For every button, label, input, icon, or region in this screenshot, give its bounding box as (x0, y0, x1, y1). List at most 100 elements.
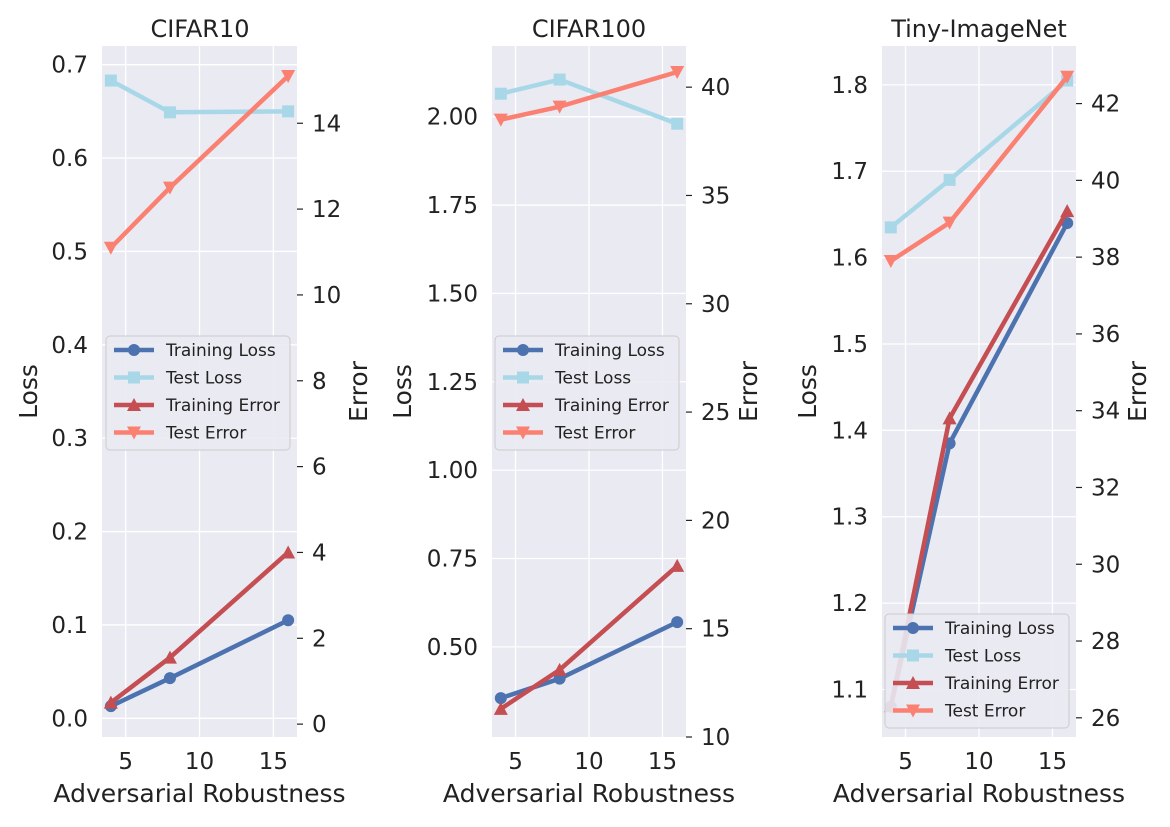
data-point-training-error (162, 650, 177, 664)
data-point-test-loss (104, 74, 117, 87)
y-right-tick-label: 40 (1091, 168, 1120, 194)
y-left-axis-label: Loss (793, 364, 822, 419)
subplot-cifar100: 5 10 15 0.50 0.75 1.00 1.25 1.50 1.75 2.00 10 15 20 2… (388, 15, 763, 808)
legend-label: Test Error (554, 424, 635, 444)
y-right-axis-label: Error (344, 360, 373, 422)
y-right-tick-label: 8 (312, 369, 327, 395)
legend-label: Training Error (165, 396, 280, 416)
y-left-tick-label: 1.8 (831, 73, 868, 99)
legend-box (884, 613, 1070, 729)
x-tick-label: 15 (1038, 749, 1067, 775)
y-right-tick-label: 12 (312, 197, 341, 223)
y-left-tick-label: 2.00 (427, 105, 478, 131)
legend-box (105, 335, 291, 451)
data-point-test-error (1060, 70, 1075, 84)
legend-marker (127, 398, 141, 411)
legend-marker (517, 371, 529, 384)
y-right-tick-label: 10 (312, 283, 341, 309)
data-point-training-error (281, 545, 296, 559)
y-right-tick-label: 4 (312, 540, 327, 566)
y-left-tick-label: 1.25 (427, 370, 478, 396)
y-left-tick-label: 1.2 (831, 591, 868, 617)
legend-label: Test Loss (165, 369, 242, 389)
data-point-test-loss (884, 221, 897, 234)
y-right-tick-label: 10 (701, 725, 730, 751)
legend-marker (907, 649, 919, 662)
chart-title: CIFAR10 (150, 15, 249, 43)
y-left-tick-label: 0.6 (51, 146, 88, 172)
y-right-axis-label: Error (1123, 360, 1152, 422)
y-right-tick-label: 38 (1091, 245, 1120, 271)
y-right-tick-label: 32 (1091, 475, 1120, 501)
data-point-test-error (552, 100, 567, 114)
data-point-training-error (493, 701, 508, 715)
data-point-test-loss (553, 73, 566, 86)
y-right-tick-label: 42 (1091, 92, 1120, 118)
y-left-tick-label: 1.5 (831, 332, 868, 358)
x-tick-label: 5 (118, 749, 133, 775)
data-point-training-loss (282, 614, 295, 627)
legend-marker (516, 398, 530, 411)
y-right-tick-label: 0 (312, 712, 327, 738)
x-tick-label: 10 (185, 749, 214, 775)
y-right-tick-label: 2 (312, 626, 327, 652)
legend-label: Training Loss (165, 341, 276, 361)
legend: Training Loss Test Loss Training Error Test… (884, 613, 1070, 729)
data-point-test-error (103, 241, 118, 255)
y-left-axis-label: Loss (14, 364, 43, 419)
legend-marker (907, 622, 919, 634)
data-point-test-error (942, 216, 957, 230)
chart-title: Tiny-ImageNet (890, 15, 1067, 43)
y-left-tick-label: 0.7 (51, 53, 88, 79)
y-left-tick-label: 1.00 (427, 458, 478, 484)
x-tick-label: 15 (648, 749, 677, 775)
y-left-tick-label: 0.75 (427, 547, 478, 573)
data-point-test-loss (163, 106, 176, 119)
y-right-tick-label: 35 (701, 183, 730, 209)
legend-label: Test Loss (554, 369, 631, 389)
y-left-tick-label: 0.2 (51, 520, 88, 546)
legend-marker (128, 344, 140, 356)
y-left-tick-label: 1.6 (831, 246, 868, 272)
data-point-test-loss (671, 117, 684, 130)
y-left-tick-label: 1.1 (831, 677, 868, 703)
legend-marker (906, 676, 920, 689)
x-tick-label: 5 (508, 749, 523, 775)
legend-box (494, 335, 680, 451)
x-tick-label: 5 (898, 749, 913, 775)
data-point-test-error (281, 70, 296, 84)
x-axis-label: Adversarial Robustness (443, 779, 735, 808)
data-point-training-error (670, 558, 685, 572)
legend: Training Loss Test Loss Training Error Test… (494, 335, 680, 451)
y-right-tick-label: 28 (1091, 629, 1120, 655)
legend-label: Test Error (165, 424, 246, 444)
legend-label: Training Loss (944, 619, 1055, 639)
legend-label: Test Error (944, 702, 1025, 722)
y-left-axis-label: Loss (388, 364, 417, 419)
x-axis-label: Adversarial Robustness (53, 779, 345, 808)
y-right-axis-label: Error (734, 360, 763, 422)
y-left-tick-label: 1.4 (831, 418, 868, 444)
y-right-tick-label: 25 (701, 400, 730, 426)
subplot-tiny-imagenet: 5 10 15 1.1 1.2 1.3 1.4 1.5 1.6 1.7 1.8 26 28 30 32 34 3… (793, 15, 1152, 808)
y-left-tick-label: 1.75 (427, 193, 478, 219)
y-right-tick-label: 15 (701, 617, 730, 643)
y-left-tick-label: 1.3 (831, 505, 868, 531)
data-point-training-error (942, 411, 957, 425)
y-right-tick-label: 14 (312, 111, 341, 137)
y-right-tick-label: 36 (1091, 322, 1120, 348)
y-right-tick-label: 26 (1091, 706, 1120, 732)
x-axis-label: Adversarial Robustness (833, 779, 1125, 808)
legend-marker (517, 344, 529, 356)
legend-label: Training Loss (554, 341, 665, 361)
y-left-tick-label: 1.50 (427, 281, 478, 307)
data-point-test-error (493, 113, 508, 127)
data-point-test-loss (494, 87, 507, 100)
y-right-tick-label: 20 (701, 508, 730, 534)
data-point-test-error (670, 65, 685, 79)
y-right-tick-label: 40 (701, 75, 730, 101)
subplot-cifar10: 5 10 15 0.0 0.1 0.2 0.3 0.4 0.5 0.6 0.7 0 2 4 6 8 10 12 14… (14, 15, 373, 808)
y-left-tick-label: 0.0 (51, 706, 88, 732)
x-tick-label: 10 (964, 749, 993, 775)
